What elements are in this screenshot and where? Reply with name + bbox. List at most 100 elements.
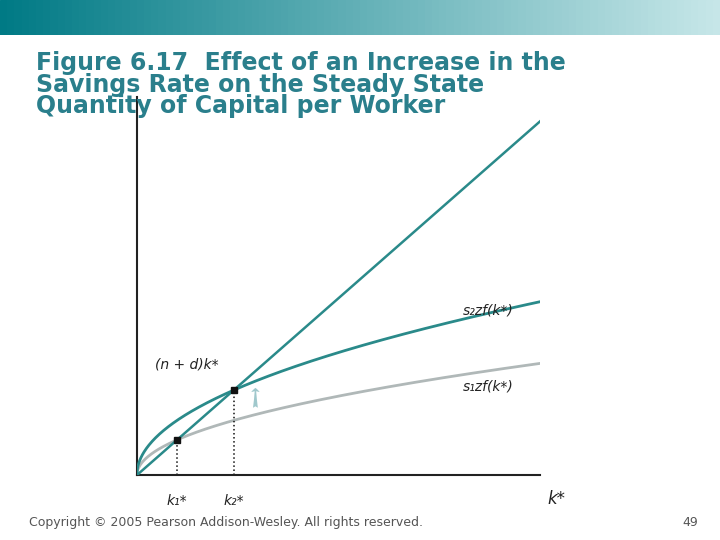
Text: k₁*: k₁*	[167, 494, 187, 508]
Bar	[302, 0, 310, 35]
Bar	[691, 0, 698, 35]
Bar	[713, 0, 720, 35]
Bar	[382, 0, 389, 35]
Text: s₂zf(k*): s₂zf(k*)	[462, 304, 513, 318]
Text: k₂*: k₂*	[223, 494, 244, 508]
Bar	[29, 0, 36, 35]
Bar	[569, 0, 576, 35]
Bar	[540, 0, 547, 35]
Bar	[662, 0, 670, 35]
Bar	[511, 0, 518, 35]
Bar	[533, 0, 540, 35]
Bar	[346, 0, 353, 35]
Bar	[425, 0, 432, 35]
Bar	[367, 0, 374, 35]
Bar	[410, 0, 418, 35]
Bar	[0, 0, 7, 35]
Bar	[655, 0, 662, 35]
Bar	[324, 0, 331, 35]
Bar	[252, 0, 259, 35]
Bar	[439, 0, 446, 35]
Bar	[158, 0, 166, 35]
Bar	[461, 0, 468, 35]
Bar	[130, 0, 137, 35]
Bar	[475, 0, 482, 35]
Bar	[58, 0, 65, 35]
Bar	[144, 0, 151, 35]
Bar	[634, 0, 641, 35]
Text: k*: k*	[547, 490, 565, 508]
Bar	[7, 0, 14, 35]
Bar	[353, 0, 360, 35]
Bar	[14, 0, 22, 35]
Bar	[223, 0, 230, 35]
Bar	[36, 0, 43, 35]
Bar	[22, 0, 29, 35]
Bar	[216, 0, 223, 35]
Bar	[605, 0, 612, 35]
Bar	[187, 0, 194, 35]
Bar	[526, 0, 533, 35]
Bar	[482, 0, 490, 35]
Bar	[374, 0, 382, 35]
Bar	[295, 0, 302, 35]
Bar	[122, 0, 130, 35]
Bar	[360, 0, 367, 35]
Bar	[317, 0, 324, 35]
Bar	[576, 0, 583, 35]
Bar	[598, 0, 605, 35]
Bar	[238, 0, 245, 35]
Bar	[432, 0, 439, 35]
Bar	[504, 0, 511, 35]
Bar	[94, 0, 101, 35]
Bar	[259, 0, 266, 35]
Bar	[619, 0, 626, 35]
Bar	[626, 0, 634, 35]
Bar	[115, 0, 122, 35]
Bar	[137, 0, 144, 35]
Bar	[677, 0, 684, 35]
Bar	[245, 0, 252, 35]
Text: (n + d)k*: (n + d)k*	[155, 357, 218, 372]
Bar	[562, 0, 569, 35]
Bar	[583, 0, 590, 35]
Bar	[288, 0, 295, 35]
Text: Quantity of Capital per Worker: Quantity of Capital per Worker	[36, 94, 445, 118]
Bar	[180, 0, 187, 35]
Bar	[403, 0, 410, 35]
Bar	[151, 0, 158, 35]
Bar	[547, 0, 554, 35]
Bar	[706, 0, 713, 35]
Bar	[454, 0, 461, 35]
Bar	[79, 0, 86, 35]
Bar	[670, 0, 677, 35]
Text: s₁zf(k*): s₁zf(k*)	[462, 380, 513, 394]
Bar	[396, 0, 403, 35]
Bar	[65, 0, 72, 35]
Text: 49: 49	[683, 516, 698, 529]
Bar	[389, 0, 396, 35]
Bar	[50, 0, 58, 35]
Bar	[698, 0, 706, 35]
Bar	[209, 0, 216, 35]
Text: Savings Rate on the Steady State: Savings Rate on the Steady State	[36, 73, 484, 97]
Bar	[468, 0, 475, 35]
Bar	[72, 0, 79, 35]
Bar	[490, 0, 497, 35]
Bar	[554, 0, 562, 35]
Bar	[274, 0, 281, 35]
Bar	[446, 0, 454, 35]
Text: Copyright © 2005 Pearson Addison-Wesley. All rights reserved.: Copyright © 2005 Pearson Addison-Wesley.…	[29, 516, 423, 529]
Bar	[418, 0, 425, 35]
Text: Figure 6.17  Effect of an Increase in the: Figure 6.17 Effect of an Increase in the	[36, 51, 566, 75]
Bar	[108, 0, 115, 35]
Bar	[202, 0, 209, 35]
Bar	[194, 0, 202, 35]
Bar	[648, 0, 655, 35]
Bar	[101, 0, 108, 35]
Bar	[518, 0, 526, 35]
Bar	[641, 0, 648, 35]
Bar	[338, 0, 346, 35]
Bar	[86, 0, 94, 35]
Bar	[590, 0, 598, 35]
